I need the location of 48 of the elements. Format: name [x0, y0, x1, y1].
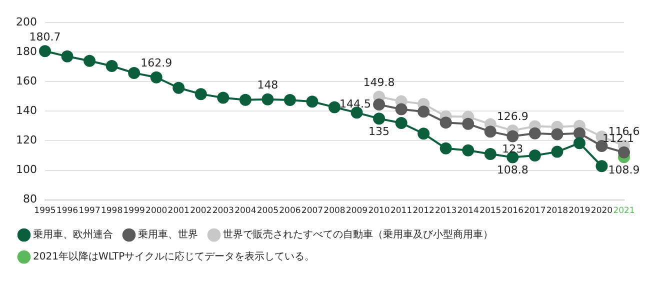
y-tick-label: 140	[16, 104, 37, 118]
legend-label: 乗用車、世界	[138, 228, 198, 241]
data-label: 148	[257, 78, 278, 92]
x-tick-label: 1995	[34, 206, 56, 216]
x-tick-label: 2003	[212, 206, 234, 216]
data-label: 108.8	[496, 164, 528, 177]
y-tick-label: 200	[16, 15, 37, 28]
x-tick-label: 2016	[502, 206, 524, 216]
x-tick-label: 2015	[480, 206, 502, 216]
x-tick-label: 2008	[324, 206, 346, 216]
x-tick-label: 2019	[568, 206, 590, 216]
data-label: 108.9	[608, 163, 640, 176]
x-tick-label: 2018	[546, 206, 568, 216]
x-tick-label: 2004	[234, 206, 256, 216]
y-tick-label: 100	[16, 163, 37, 176]
x-tick-label: 2005	[256, 206, 279, 216]
data-label: 144.5	[340, 97, 372, 110]
data-label: 123	[502, 142, 524, 156]
data-label: 162.9	[140, 56, 172, 70]
x-tick-label: 2012	[412, 206, 434, 216]
x-tick-label: 2010	[368, 206, 390, 216]
x-tick-label: 2017	[524, 206, 546, 216]
x-tick-label: 2000	[146, 206, 168, 216]
x-tick-label: 2006	[279, 206, 301, 216]
x-tick-label: 1999	[123, 206, 145, 216]
x-tick-label: 2011	[390, 206, 412, 216]
x-tick-label: 2021	[613, 206, 635, 216]
data-label: 180.7	[29, 30, 61, 44]
data-label: 135	[368, 124, 390, 138]
x-tick-label: 1998	[100, 206, 123, 216]
x-tick-label: 1997	[78, 206, 100, 216]
x-tick-label: 2013	[435, 206, 457, 216]
x-tick-label: 2007	[301, 206, 324, 216]
x-tick-label: 2020	[590, 206, 613, 216]
y-tick-label: 160	[16, 74, 37, 88]
data-label: 149.8	[363, 76, 395, 90]
y-tick-label: 120	[16, 134, 37, 147]
data-label: 126.9	[496, 110, 528, 123]
x-tick-label: 2001	[168, 206, 190, 216]
x-tick-label: 1996	[56, 206, 78, 216]
legend-label: 世界で販売されたすべての自動車（乗用車及び小型商用車）	[223, 228, 493, 241]
x-tick-label: 2009	[346, 206, 368, 216]
legend-label: 2021年以降はWLTPサイクルに応じてデータを表示している。	[33, 250, 315, 263]
x-tick-label: 2002	[190, 206, 212, 216]
y-tick-label: 80	[22, 192, 37, 206]
x-tick-label: 2014	[457, 206, 479, 216]
legend-label: 乗用車、欧州連合	[33, 228, 113, 241]
y-tick-label: 180	[16, 44, 37, 58]
